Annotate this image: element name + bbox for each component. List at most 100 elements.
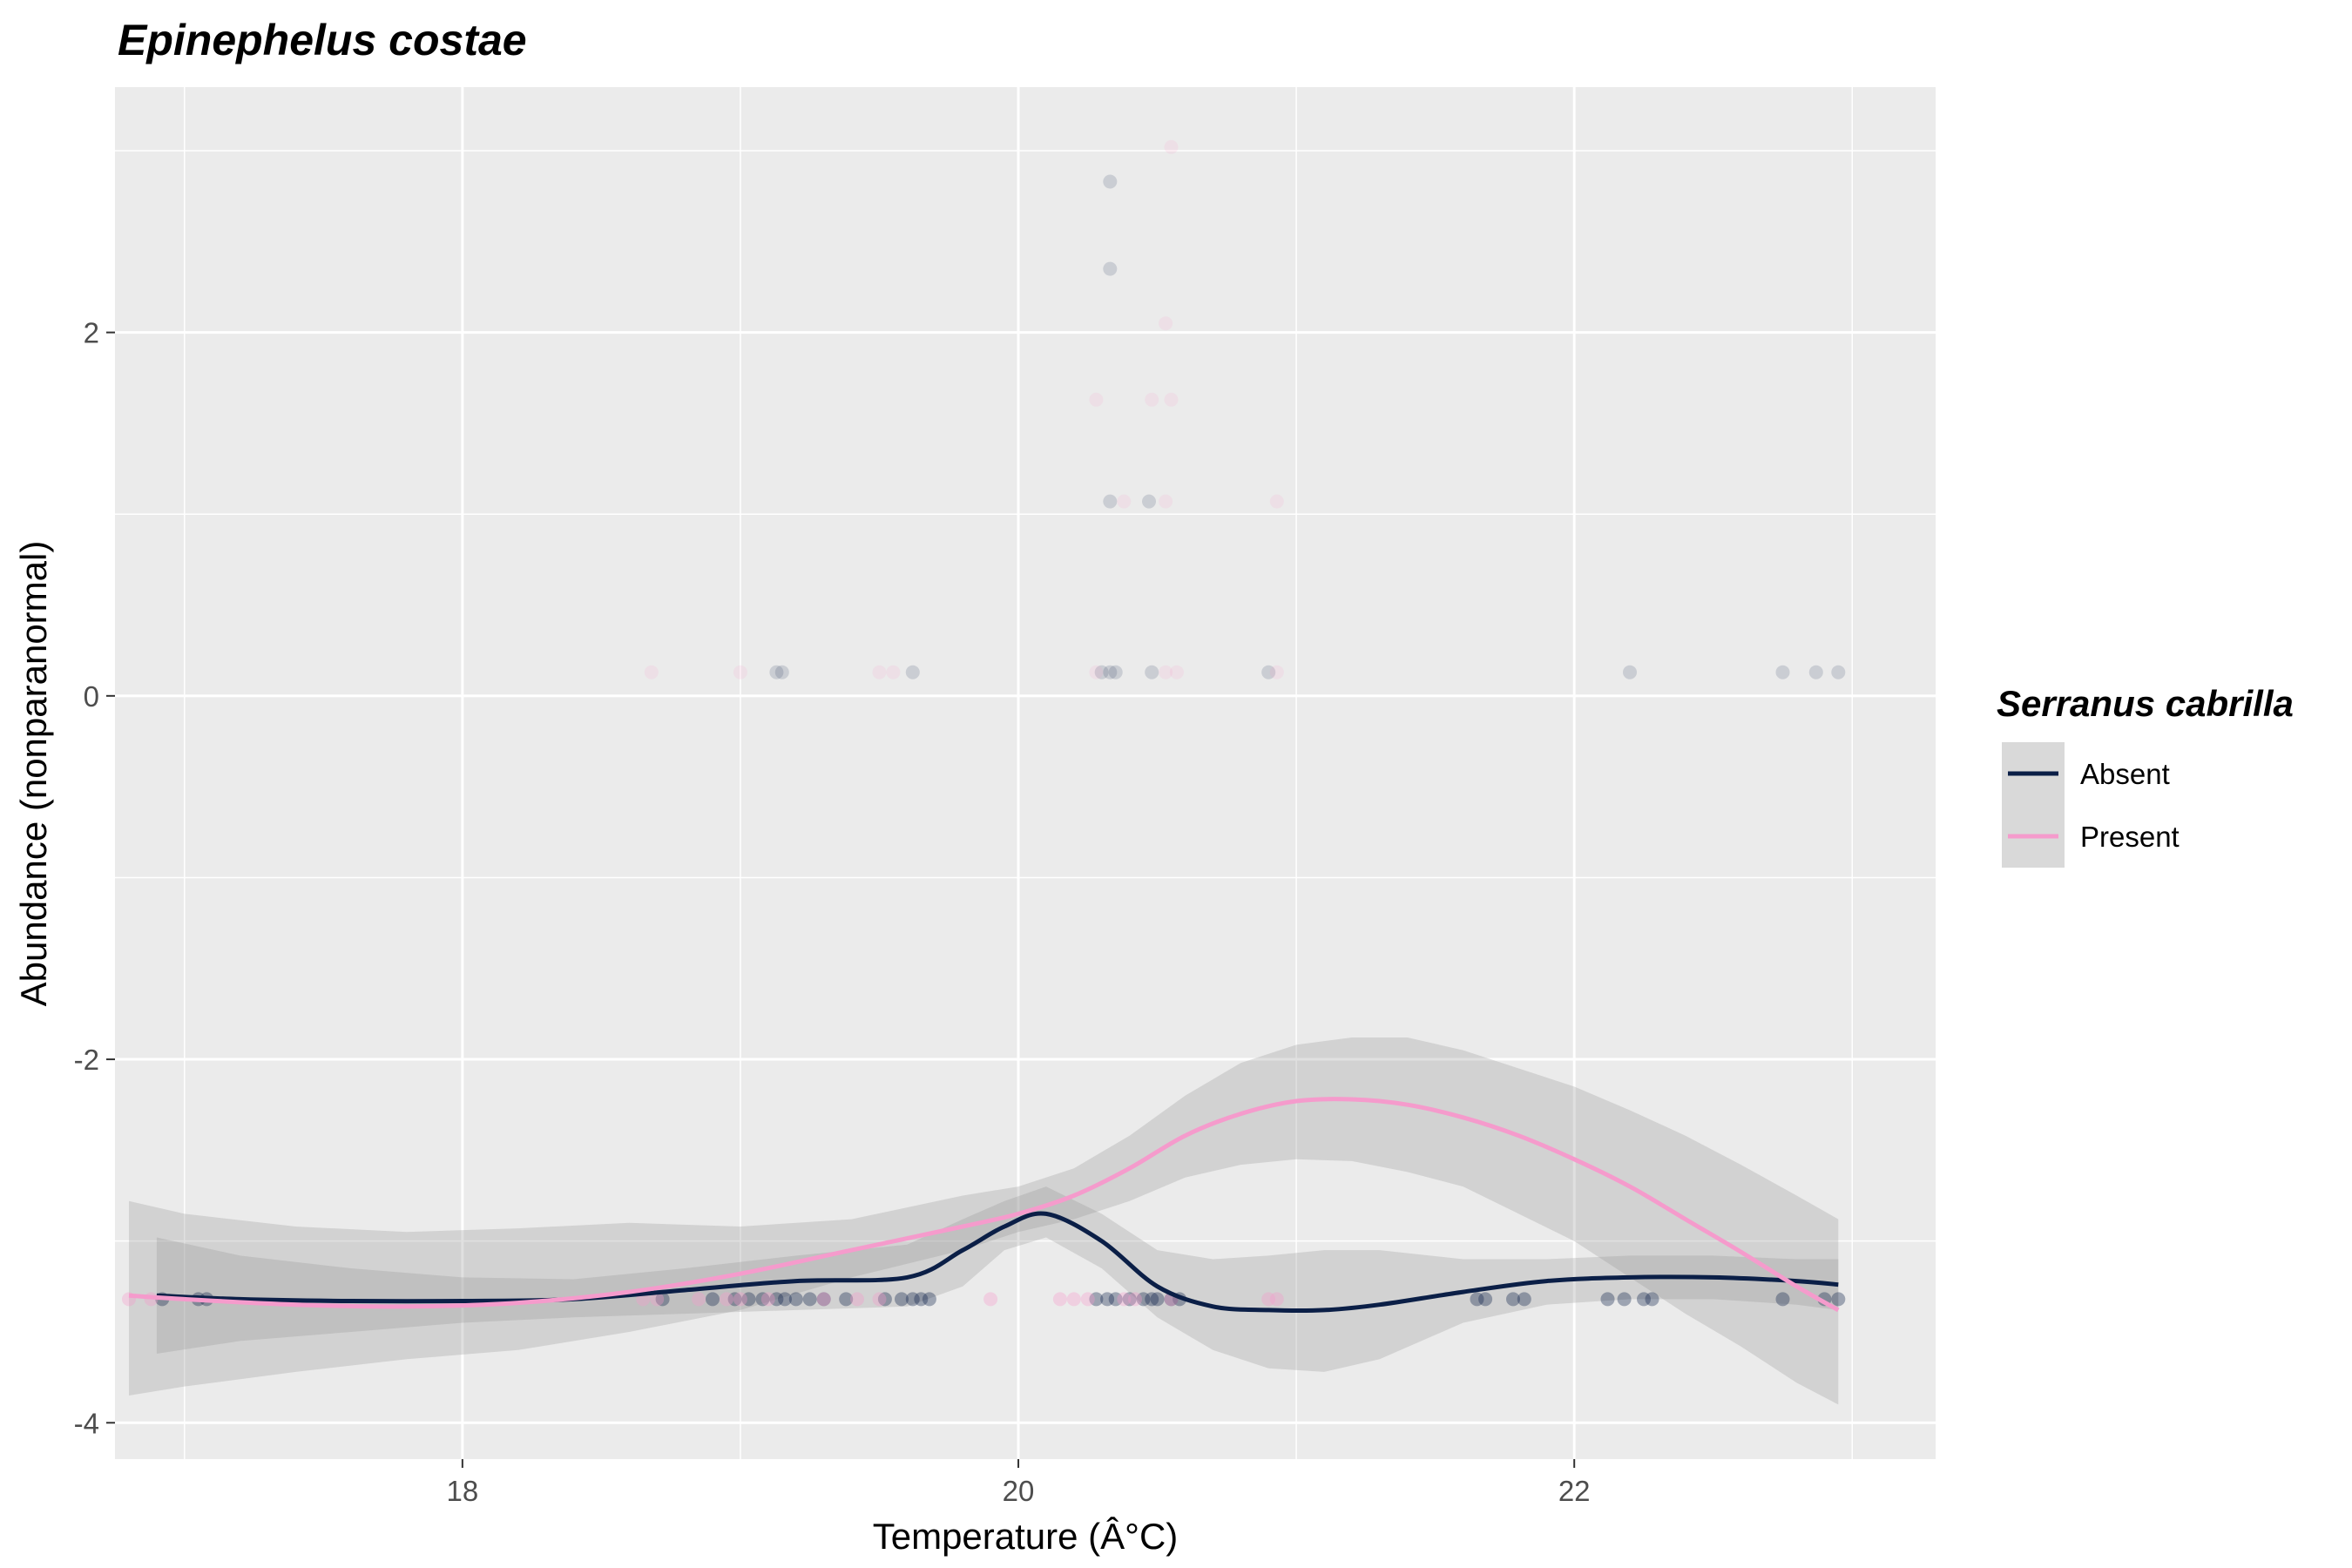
point-absent bbox=[788, 1292, 803, 1307]
point-absent bbox=[1100, 1292, 1115, 1307]
point-absent bbox=[741, 1292, 756, 1307]
point-present bbox=[720, 1292, 733, 1307]
point-absent bbox=[922, 1292, 936, 1307]
point-present bbox=[644, 665, 659, 679]
legend-label-absent: Absent bbox=[2080, 758, 2170, 790]
point-absent bbox=[774, 665, 789, 679]
point-absent bbox=[1617, 1292, 1632, 1307]
point-absent bbox=[769, 665, 784, 679]
point-absent bbox=[1089, 1292, 1104, 1307]
legend: Serranus cabrilla Absent Present bbox=[1997, 683, 2294, 868]
point-present bbox=[1164, 392, 1179, 407]
point-present bbox=[733, 1292, 747, 1307]
point-present bbox=[850, 1292, 864, 1307]
y-axis-label: Abundance (nonparanormal) bbox=[13, 541, 54, 1007]
point-absent bbox=[1103, 174, 1118, 189]
point-absent bbox=[839, 1292, 854, 1307]
y-tick-label: 2 bbox=[84, 317, 99, 349]
point-absent bbox=[1145, 1292, 1159, 1307]
point-absent bbox=[1623, 665, 1637, 679]
point-absent bbox=[895, 1292, 909, 1307]
point-absent bbox=[727, 1292, 742, 1307]
point-present bbox=[1117, 1292, 1132, 1307]
point-absent bbox=[778, 1292, 792, 1307]
point-absent bbox=[1600, 1292, 1615, 1307]
point-absent bbox=[1145, 665, 1159, 679]
point-absent bbox=[1645, 1292, 1659, 1307]
point-absent bbox=[1775, 665, 1790, 679]
point-absent bbox=[1103, 494, 1118, 509]
point-present bbox=[1066, 1292, 1081, 1307]
point-absent bbox=[1103, 261, 1118, 276]
point-absent bbox=[1142, 494, 1156, 509]
point-present bbox=[692, 1292, 706, 1307]
grid-lines bbox=[115, 87, 1936, 1459]
point-absent bbox=[706, 1292, 720, 1307]
x-axis-ticks: 18 20 22 bbox=[446, 1459, 1591, 1507]
point-absent bbox=[1150, 1292, 1165, 1307]
point-absent bbox=[1136, 1292, 1151, 1307]
point-absent bbox=[655, 1292, 670, 1307]
point-present bbox=[650, 1292, 665, 1307]
y-tick-label: -4 bbox=[74, 1407, 99, 1439]
point-present bbox=[1269, 665, 1284, 679]
legend-title: Serranus cabrilla bbox=[1997, 683, 2294, 724]
point-absent bbox=[1470, 1292, 1484, 1307]
legend-label-present: Present bbox=[2080, 821, 2180, 853]
x-tick-label: 20 bbox=[1003, 1475, 1035, 1507]
point-present bbox=[1269, 494, 1284, 509]
y-axis-ticks: -4 -2 0 2 bbox=[74, 317, 115, 1439]
point-present bbox=[1159, 316, 1173, 331]
point-present bbox=[1145, 392, 1159, 407]
point-present bbox=[1169, 665, 1184, 679]
point-present bbox=[872, 1292, 887, 1307]
point-absent bbox=[914, 1292, 929, 1307]
point-present bbox=[1089, 392, 1104, 407]
point-present bbox=[1052, 1292, 1067, 1307]
point-present bbox=[1159, 494, 1173, 509]
point-present bbox=[1128, 1292, 1142, 1307]
point-present bbox=[983, 1292, 998, 1307]
point-present bbox=[760, 1292, 775, 1307]
point-present bbox=[1089, 665, 1104, 679]
chart-title: Epinephelus costae bbox=[118, 16, 527, 64]
point-absent bbox=[1831, 665, 1846, 679]
point-absent bbox=[1831, 1292, 1846, 1307]
point-present bbox=[1159, 665, 1173, 679]
point-absent bbox=[905, 1292, 920, 1307]
point-absent bbox=[802, 1292, 817, 1307]
point-absent bbox=[1478, 1292, 1493, 1307]
point-absent bbox=[1261, 665, 1276, 679]
point-present bbox=[816, 1292, 831, 1307]
y-tick-label: -2 bbox=[74, 1044, 99, 1076]
point-present bbox=[1117, 494, 1132, 509]
point-absent bbox=[905, 665, 920, 679]
point-absent bbox=[1637, 1292, 1651, 1307]
point-absent bbox=[1517, 1292, 1531, 1307]
point-absent bbox=[877, 1292, 892, 1307]
ribbon-absent bbox=[156, 1186, 1839, 1372]
smooth-line-present bbox=[128, 1097, 1840, 1313]
point-present bbox=[1164, 139, 1179, 154]
point-absent bbox=[1108, 1292, 1123, 1307]
y-tick-label: 0 bbox=[84, 680, 99, 713]
point-absent bbox=[1094, 665, 1109, 679]
point-absent bbox=[1108, 665, 1123, 679]
smooth-line-absent bbox=[156, 1211, 1839, 1314]
point-absent bbox=[1103, 665, 1118, 679]
point-absent bbox=[1122, 1292, 1137, 1307]
point-present bbox=[733, 665, 747, 679]
x-tick-label: 18 bbox=[446, 1475, 478, 1507]
point-absent bbox=[1775, 1292, 1790, 1307]
x-axis-label: Temperature (Â°C) bbox=[873, 1516, 1179, 1557]
smooth-lines bbox=[128, 1097, 1840, 1314]
point-absent bbox=[1808, 665, 1823, 679]
point-absent bbox=[755, 1292, 770, 1307]
point-present bbox=[1261, 1292, 1276, 1307]
x-tick-label: 22 bbox=[1558, 1475, 1591, 1507]
plot-panel bbox=[115, 87, 1936, 1459]
point-present bbox=[1080, 1292, 1095, 1307]
point-absent bbox=[816, 1292, 831, 1307]
point-present bbox=[886, 665, 901, 679]
